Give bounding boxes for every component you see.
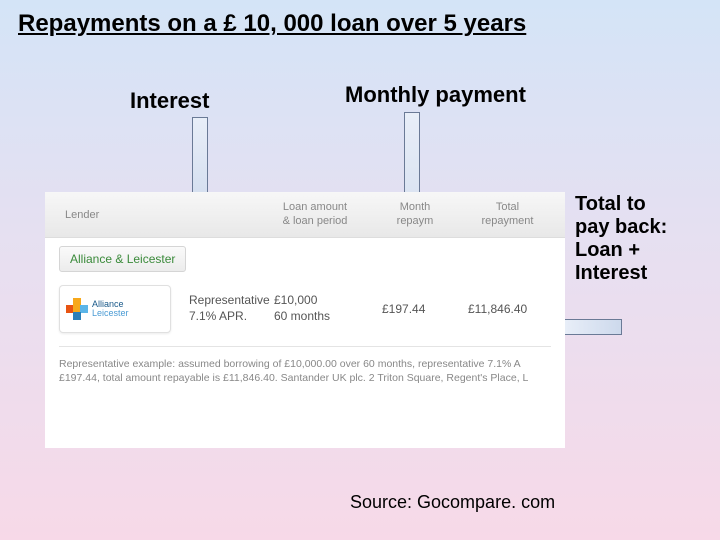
source-attribution: Source: Gocompare. com [350, 492, 555, 513]
apr-value: 7.1% APR. [189, 309, 274, 325]
loan-comparison-table: Lender Loan amount& loan period Monthrep… [45, 192, 565, 448]
col-header-lender: Lender [45, 209, 190, 221]
lender-logo: Alliance Leicester [59, 285, 171, 333]
logo-text: Alliance Leicester [92, 300, 129, 318]
apr-label: Representative [189, 293, 274, 309]
cell-loan-amount: £10,000 60 months [274, 293, 382, 324]
col-header-amount: Loan amount& loan period [260, 201, 370, 227]
cell-apr: Representative 7.1% APR. [171, 293, 274, 324]
representative-example: Representative example: assumed borrowin… [45, 347, 565, 385]
label-interest: Interest [130, 88, 209, 114]
col-header-monthly: Monthrepaym [370, 201, 460, 227]
cell-monthly-repayment: £197.44 [382, 302, 468, 316]
logo-icon [66, 298, 88, 320]
page-title: Repayments on a £ 10, 000 loan over 5 ye… [18, 10, 526, 38]
label-monthly-payment: Monthly payment [345, 82, 526, 108]
label-total-payback: Total topay back:Loan +Interest [575, 193, 667, 285]
logo-line2: Leicester [92, 309, 129, 318]
loan-amount: £10,000 [274, 293, 382, 309]
table-header-row: Lender Loan amount& loan period Monthrep… [45, 192, 565, 238]
cell-total-repayment: £11,846.40 [468, 302, 554, 316]
table-row: Alliance Leicester Representative 7.1% A… [45, 278, 565, 340]
col-header-total: Totalrepayment [460, 201, 555, 227]
lender-name-badge: Alliance & Leicester [59, 246, 186, 272]
loan-period: 60 months [274, 309, 382, 325]
